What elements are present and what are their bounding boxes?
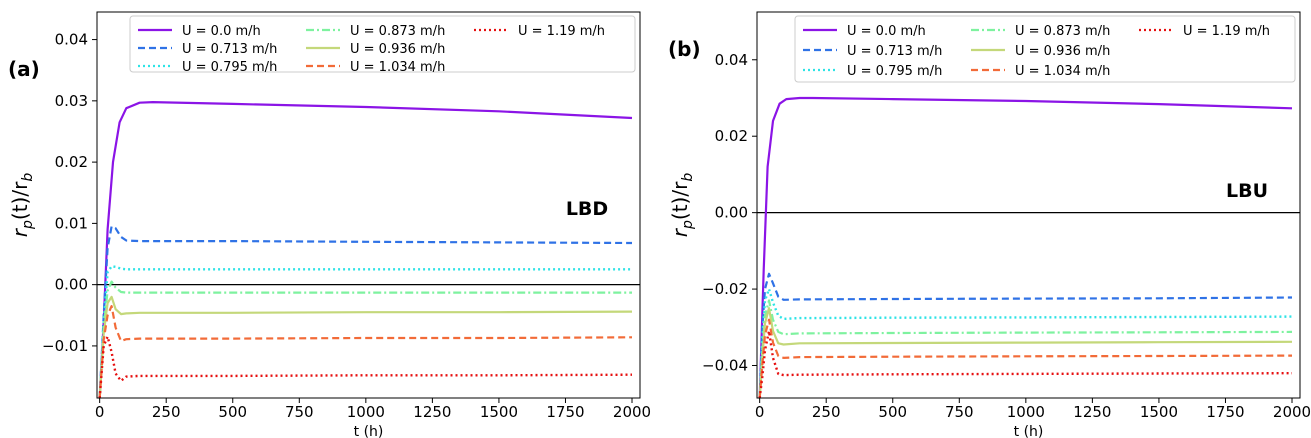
x-axis-label: t (h) (354, 424, 384, 438)
legend: U = 0.0 m/h U = 0.713 m/h U = 0.795 m/h U =… (794, 15, 1296, 83)
series-line-4 (758, 307, 1293, 398)
series-line-0 (98, 101, 633, 398)
x-tick-label: 2000 (613, 403, 651, 421)
series-line-4 (98, 295, 633, 398)
axes-frame (756, 11, 1301, 399)
legend: U = 0.0 m/h U = 0.713 m/h U = 0.795 m/h U =… (129, 15, 636, 75)
legend-label-3: U = 0.873 m/h (350, 24, 445, 39)
x-tick-label: 1250 (413, 403, 451, 421)
series-line-3 (98, 280, 632, 398)
legend-label-6: U = 1.19 m/h (1183, 24, 1270, 39)
panel-label: (a) (8, 57, 40, 81)
series-group (98, 101, 633, 398)
y-tick-label: 0.03 (55, 92, 88, 110)
series-group (758, 96, 1293, 398)
y-tick-label: 0.01 (55, 214, 88, 232)
series-line-2 (758, 287, 1293, 398)
y-tick-label: −0.01 (42, 337, 88, 355)
x-tick-label: 500 (218, 403, 247, 421)
y-tick-label: 0.04 (55, 31, 88, 49)
legend-label-4: U = 0.936 m/h (1015, 44, 1110, 59)
series-line-0 (758, 96, 1293, 398)
chart-panel-0: 0 250 500 750 1000 1250 1500 1750 2000 −0.01 0.00 0… (8, 11, 651, 438)
legend-label-5: U = 1.034 m/h (350, 60, 445, 75)
legend-label-0: U = 0.0 m/h (847, 24, 926, 39)
y-tick-label: 0.00 (55, 276, 88, 294)
x-tick-label: 250 (812, 403, 841, 421)
y-axis-label: rp(t)/rb (8, 173, 36, 238)
series-line-5 (758, 318, 1293, 398)
chart-panel-1: 0 250 500 750 1000 1250 1500 1750 2000 −0.04 −0.02… (668, 11, 1311, 438)
series-line-2 (98, 265, 632, 398)
x-tick-label: 1000 (347, 403, 385, 421)
panel-annotation: LBU (1226, 180, 1268, 202)
series-line-5 (98, 305, 633, 398)
x-tick-label: 750 (285, 403, 314, 421)
series-line-6 (758, 329, 1293, 398)
series-line-3 (758, 299, 1293, 398)
x-tick-label: 500 (878, 403, 907, 421)
legend-label-4: U = 0.936 m/h (350, 42, 445, 57)
y-tick-label: −0.04 (702, 357, 748, 375)
legend-label-1: U = 0.713 m/h (847, 44, 942, 59)
panel-label: (b) (668, 37, 701, 61)
x-tick-label: 2000 (1273, 403, 1311, 421)
panel-annotation: LBD (566, 198, 608, 220)
x-tick-label: 1750 (1206, 403, 1244, 421)
x-tick-label: 250 (152, 403, 181, 421)
x-tick-label: 1750 (546, 403, 584, 421)
legend-label-2: U = 0.795 m/h (847, 64, 942, 79)
x-tick-label: 0 (95, 403, 105, 421)
series-line-1 (98, 225, 633, 398)
legend-frame (794, 15, 1296, 83)
x-tick-label: 1000 (1007, 403, 1045, 421)
legend-frame (129, 15, 636, 73)
y-tick-label: 0.02 (55, 153, 88, 171)
legend-label-2: U = 0.795 m/h (182, 60, 277, 75)
x-tick-label: 750 (945, 403, 974, 421)
series-line-1 (758, 272, 1293, 398)
x-tick-label: 1500 (1140, 403, 1178, 421)
y-tick-label: 0.00 (715, 204, 748, 222)
x-axis-label: t (h) (1014, 424, 1044, 438)
axes-frame (96, 11, 641, 399)
legend-label-3: U = 0.873 m/h (1015, 24, 1110, 39)
y-tick-label: −0.02 (702, 280, 748, 298)
x-tick-label: 0 (755, 403, 765, 421)
y-tick-label: 0.02 (715, 127, 748, 145)
legend-label-6: U = 1.19 m/h (518, 24, 605, 39)
y-tick-label: 0.04 (715, 51, 748, 69)
series-line-6 (98, 335, 633, 398)
legend-label-5: U = 1.034 m/h (1015, 64, 1110, 79)
legend-label-0: U = 0.0 m/h (182, 24, 261, 39)
x-tick-label: 1500 (480, 403, 518, 421)
y-axis-label: rp(t)/rb (668, 173, 696, 238)
legend-label-1: U = 0.713 m/h (182, 42, 277, 57)
x-tick-label: 1250 (1073, 403, 1111, 421)
